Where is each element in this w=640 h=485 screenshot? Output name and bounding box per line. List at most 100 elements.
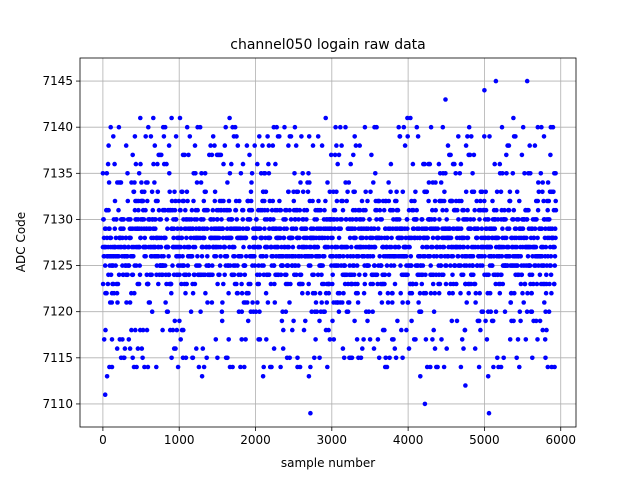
data-point — [126, 263, 132, 268]
data-point — [506, 143, 512, 148]
data-point — [170, 263, 175, 268]
data-point — [266, 143, 272, 148]
data-point — [210, 134, 216, 139]
data-point — [426, 180, 432, 185]
data-point — [116, 207, 121, 213]
data-point — [184, 189, 190, 195]
data-point — [328, 152, 334, 158]
data-point — [278, 364, 283, 370]
data-point — [422, 253, 428, 259]
data-point — [478, 327, 483, 333]
data-point — [261, 364, 267, 370]
data-point — [226, 337, 231, 342]
data-point — [137, 244, 142, 250]
data-point — [221, 161, 226, 167]
data-point — [528, 309, 534, 315]
data-point — [196, 364, 202, 370]
data-point — [418, 309, 424, 315]
data-point — [248, 189, 254, 195]
data-point — [403, 253, 409, 259]
data-point — [245, 318, 251, 324]
data-point — [518, 253, 523, 259]
data-point — [316, 198, 321, 204]
outlier-point — [109, 364, 115, 370]
data-point — [357, 143, 363, 148]
data-point — [172, 207, 178, 213]
data-point — [185, 263, 191, 268]
data-point — [448, 152, 453, 158]
data-point — [553, 235, 558, 241]
data-point — [318, 207, 323, 213]
data-point — [415, 134, 421, 139]
data-point — [468, 217, 473, 222]
data-point — [212, 198, 218, 204]
data-point — [423, 337, 429, 342]
data-point — [257, 244, 263, 250]
data-point — [545, 207, 550, 213]
data-point — [327, 189, 333, 195]
data-point — [267, 226, 272, 231]
data-point — [323, 198, 328, 204]
data-point — [130, 152, 135, 158]
data-point — [131, 253, 136, 259]
data-point — [543, 226, 548, 231]
data-point — [257, 309, 262, 315]
data-point — [199, 171, 204, 176]
data-point — [232, 124, 238, 130]
data-point — [524, 217, 530, 222]
data-point — [487, 134, 492, 139]
data-point — [391, 337, 396, 342]
data-point — [184, 281, 189, 287]
data-point — [254, 217, 259, 222]
data-point — [202, 171, 208, 176]
data-point — [273, 161, 278, 167]
data-point — [166, 143, 172, 148]
data-point — [398, 263, 403, 268]
data-point — [128, 217, 133, 222]
data-point — [502, 207, 507, 213]
x-tick-label: 6000 — [545, 433, 576, 447]
data-point — [352, 226, 358, 231]
data-point — [212, 189, 218, 195]
data-point — [286, 143, 291, 148]
data-point — [334, 143, 339, 148]
data-point — [245, 300, 250, 305]
data-point — [199, 253, 205, 259]
outlier-point — [106, 143, 111, 148]
data-point — [315, 244, 321, 250]
data-point — [308, 364, 313, 370]
data-point — [497, 290, 503, 296]
data-point — [114, 217, 119, 222]
data-point — [247, 152, 252, 158]
outlier-point — [317, 355, 322, 361]
data-point — [227, 207, 232, 213]
data-point — [410, 281, 416, 287]
data-point — [357, 272, 362, 278]
data-point — [291, 198, 297, 204]
data-point — [449, 198, 455, 204]
data-point — [507, 253, 512, 259]
data-point — [537, 272, 543, 278]
data-point — [179, 235, 185, 241]
data-point — [466, 290, 472, 296]
data-point — [286, 244, 292, 250]
data-point — [468, 226, 474, 231]
data-point — [147, 300, 153, 305]
data-point — [334, 217, 340, 222]
data-point — [174, 327, 180, 333]
data-point — [475, 318, 481, 324]
data-point — [419, 281, 425, 287]
data-point — [431, 327, 437, 333]
data-point — [325, 235, 331, 241]
outlier-point — [552, 364, 557, 370]
data-point — [125, 253, 130, 259]
data-point — [374, 272, 380, 278]
data-point — [175, 364, 181, 370]
data-point — [229, 235, 234, 241]
data-point — [107, 226, 112, 231]
data-point — [252, 253, 257, 259]
outlier-point — [428, 364, 433, 370]
y-tick-label: 7125 — [42, 259, 73, 273]
data-point — [330, 281, 335, 287]
